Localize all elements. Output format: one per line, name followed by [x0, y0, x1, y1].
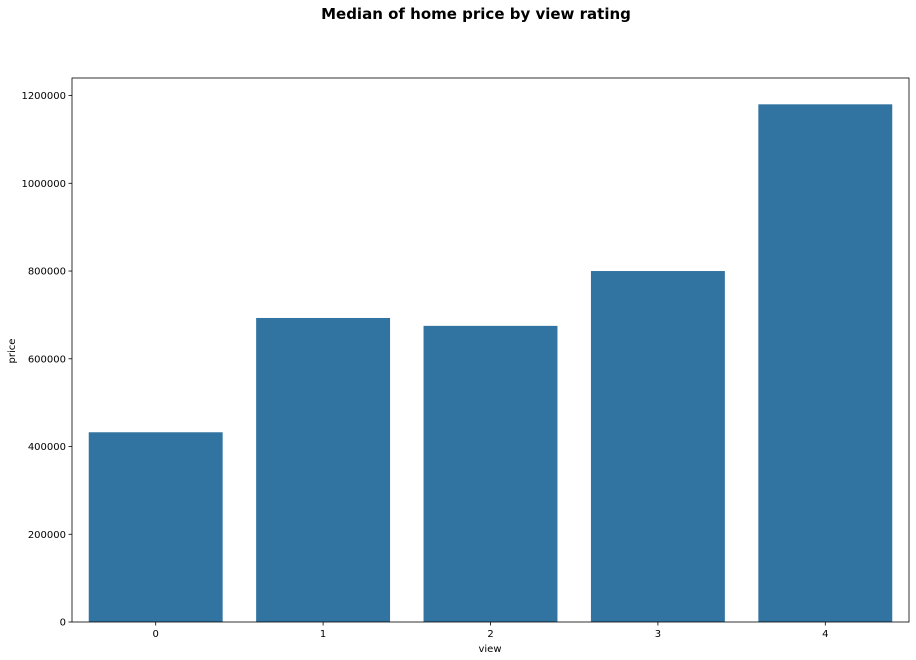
y-tick-label: 400000 [28, 442, 66, 453]
x-axis-ticks: 0 1 2 3 4 [153, 622, 828, 640]
y-tick-label: 1000000 [21, 179, 66, 190]
y-tick-label: 800000 [28, 267, 66, 278]
bar-view-0 [88, 432, 223, 622]
bar-view-2 [423, 325, 558, 622]
x-tick-label: 4 [822, 629, 828, 640]
y-tick-label: 600000 [28, 354, 66, 365]
bars-group [88, 104, 893, 622]
x-tick-label: 2 [487, 629, 493, 640]
y-tick-label: 1200000 [21, 91, 66, 102]
x-tick-label: 0 [153, 629, 159, 640]
chart-title: Median of home price by view rating [321, 5, 631, 23]
bar-view-3 [590, 271, 725, 622]
y-tick-label: 0 [60, 618, 66, 629]
y-tick-label: 200000 [28, 530, 66, 541]
y-axis-label: price [7, 339, 18, 364]
x-tick-label: 3 [655, 629, 661, 640]
plot-frame [71, 77, 910, 623]
bar-view-4 [758, 104, 893, 622]
x-tick-label: 1 [320, 629, 326, 640]
x-axis-label: view [478, 644, 501, 655]
bar-view-1 [256, 317, 391, 622]
y-axis-ticks: 0 200000 400000 600000 800000 1000000 1200000 [21, 91, 72, 629]
